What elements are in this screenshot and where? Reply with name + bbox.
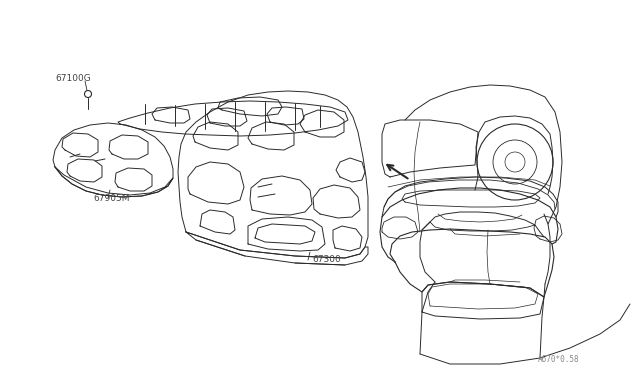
Text: 67300: 67300 bbox=[312, 255, 340, 264]
Text: 67905M: 67905M bbox=[93, 194, 129, 203]
Text: 67100G: 67100G bbox=[55, 74, 91, 83]
Text: A670*0.58: A670*0.58 bbox=[538, 355, 580, 364]
